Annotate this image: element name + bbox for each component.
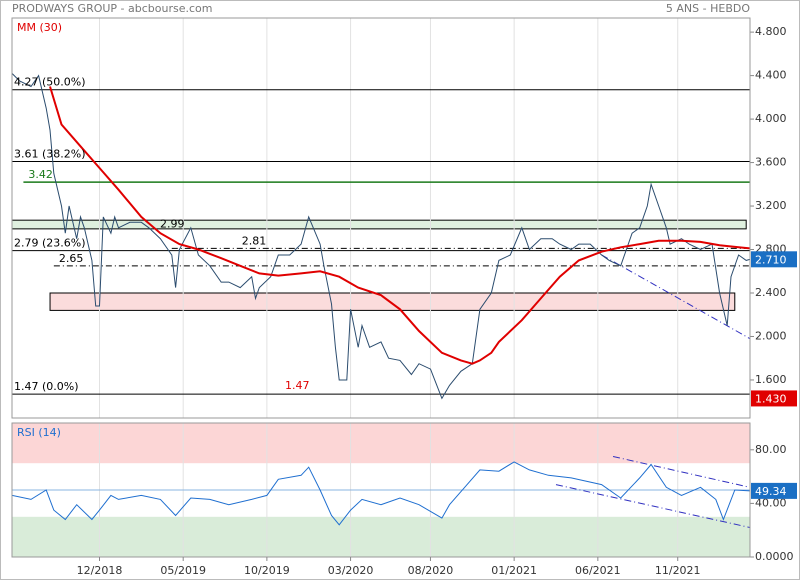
annotation: 1.47: [285, 379, 310, 392]
zone: [49, 292, 736, 311]
plot-area: [12, 18, 750, 418]
x-tick-label: 08/2020: [408, 564, 454, 577]
trend-line: [601, 254, 750, 340]
y-tick-label: 3.600: [755, 156, 787, 169]
x-tick-label: 10/2019: [244, 564, 290, 577]
y-tick-label: 2.000: [755, 329, 787, 342]
x-tick-label: 11/2021: [655, 564, 701, 577]
y-tick-label: 0.0000: [755, 550, 794, 563]
level-label: 3.42: [28, 168, 52, 181]
series-line: [49, 86, 750, 365]
y-tick-label: 4.400: [755, 69, 787, 82]
zone-label: 2.99: [160, 218, 185, 231]
trend-line: [612, 456, 750, 488]
zone: [12, 219, 747, 230]
y-tick-label: 4.800: [755, 25, 787, 38]
series-line: [12, 461, 750, 526]
legend-label: MM (30): [17, 21, 62, 34]
x-tick-label: 05/2019: [160, 564, 206, 577]
trend-line: [555, 484, 750, 529]
x-tick-label: 03/2020: [328, 564, 374, 577]
x-tick-label: 06/2021: [575, 564, 621, 577]
price-tag: [751, 251, 797, 268]
price-tag-label: 49.34: [755, 485, 787, 498]
y-tick-label: 3.200: [755, 199, 787, 212]
price-tag-label: 1.430: [755, 392, 787, 405]
chart-title: PRODWAYS GROUP - abcbourse.com: [12, 2, 213, 15]
price-tag: [751, 482, 797, 499]
fib-label: 1.47 (0.0%): [14, 380, 79, 393]
x-tick-label: 12/2018: [77, 564, 123, 577]
series-line: [12, 73, 750, 400]
zone: [12, 423, 750, 464]
zone: [12, 516, 750, 557]
level-label: 2.65: [59, 252, 84, 265]
x-tick-label: 01/2021: [491, 564, 537, 577]
panel-border: [11, 17, 751, 419]
y-tick-label: 2.400: [755, 286, 787, 299]
y-tick-label: 1.600: [755, 373, 787, 386]
y-tick-label: 80.00: [755, 443, 787, 456]
level-label: 2.81: [242, 234, 267, 247]
price-tag: [751, 390, 797, 407]
plot-area: [12, 423, 750, 557]
fib-label: 2.79 (23.6%): [14, 237, 86, 250]
price-tag-label: 2.710: [755, 253, 787, 266]
fib-label: 3.61 (38.2%): [14, 147, 86, 160]
y-tick-label: 4.000: [755, 112, 787, 125]
panel-border: [11, 422, 751, 558]
fib-label: 4.27 (50.0%): [14, 76, 86, 89]
y-tick-label: 40.00: [755, 496, 787, 509]
legend-label: RSI (14): [17, 426, 61, 439]
chart-subtitle: 5 ANS - HEBDO: [666, 2, 750, 15]
